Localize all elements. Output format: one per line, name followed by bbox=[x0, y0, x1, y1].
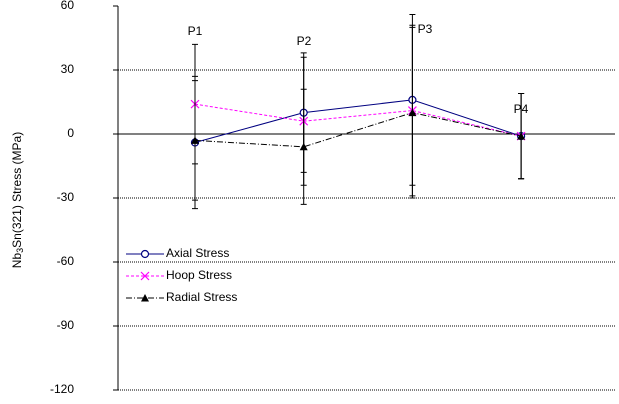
series-line bbox=[194, 99, 522, 144]
point-label: P4 bbox=[514, 102, 529, 116]
y-tick-label: 30 bbox=[61, 62, 75, 76]
legend-label: Radial Stress bbox=[166, 290, 237, 304]
point-label: P3 bbox=[418, 22, 433, 36]
y-tick-label: -90 bbox=[57, 318, 75, 332]
marker bbox=[191, 136, 199, 144]
y-label-subscript: 3 bbox=[15, 248, 25, 253]
y-axis-label: Nb3Sn(321) Stress (MPa) bbox=[10, 132, 25, 268]
legend-marker bbox=[140, 271, 150, 281]
legend-label: Axial Stress bbox=[166, 246, 229, 260]
y-label-part: Nb bbox=[10, 253, 24, 269]
marker bbox=[299, 142, 308, 151]
legend-item: Axial Stress bbox=[126, 246, 229, 260]
marker bbox=[408, 108, 417, 117]
legend-label: Hoop Stress bbox=[166, 268, 232, 282]
series-line bbox=[194, 112, 522, 148]
y-label-part: Sn(321) Stress (MPa) bbox=[10, 132, 24, 248]
y-tick-label: -30 bbox=[57, 190, 75, 204]
legend-item: Radial Stress bbox=[126, 290, 237, 304]
point-label: P1 bbox=[188, 24, 203, 38]
legend-marker bbox=[141, 294, 149, 302]
legend-item: Hoop Stress bbox=[126, 268, 232, 282]
y-tick-label: 0 bbox=[67, 126, 74, 140]
y-tick-label: -120 bbox=[50, 382, 74, 396]
y-tick-label: 60 bbox=[61, 0, 75, 12]
marker bbox=[517, 132, 526, 140]
series-line bbox=[194, 103, 522, 137]
y-tick-label: -60 bbox=[57, 254, 75, 268]
legend-marker bbox=[140, 249, 150, 259]
point-label: P2 bbox=[297, 34, 312, 48]
